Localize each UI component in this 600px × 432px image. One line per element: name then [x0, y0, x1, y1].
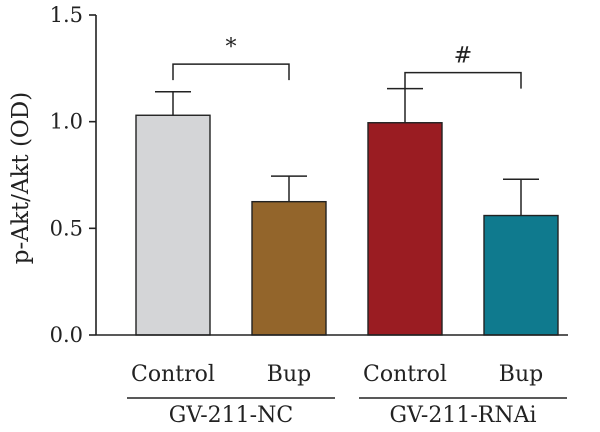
bars: [135, 114, 559, 336]
significance-bracket: [172, 63, 290, 81]
x-tick-label: Bup: [267, 362, 311, 387]
bar: [251, 200, 327, 336]
y-axis: 0.0 0.5 1.0 1.5: [50, 3, 97, 347]
group-label: GV-211-RNAi: [389, 403, 536, 428]
bar: [483, 214, 559, 336]
x-tick-label: Bup: [499, 362, 543, 387]
bar: [367, 122, 443, 336]
y-tick-label: 1.5: [50, 3, 83, 27]
y-tick-label: 0.0: [50, 323, 83, 347]
bar: [135, 114, 211, 336]
x-axis: Control Bup Control Bup GV-211-NC GV-211-RNAi: [96, 334, 568, 428]
group-label: GV-211-NC: [169, 403, 293, 428]
significance-bracket: [404, 71, 522, 89]
significance-marker: *: [226, 35, 237, 60]
significance-brackets: * #: [172, 35, 522, 89]
y-axis-title: p-Akt/Akt (OD): [8, 92, 34, 264]
x-tick-label: Control: [131, 362, 215, 387]
y-tick-label: 1.0: [50, 110, 83, 134]
y-tick-label: 0.5: [50, 216, 83, 240]
significance-marker: #: [454, 44, 472, 69]
error-bars: [155, 87, 539, 216]
x-tick-label: Control: [363, 362, 447, 387]
